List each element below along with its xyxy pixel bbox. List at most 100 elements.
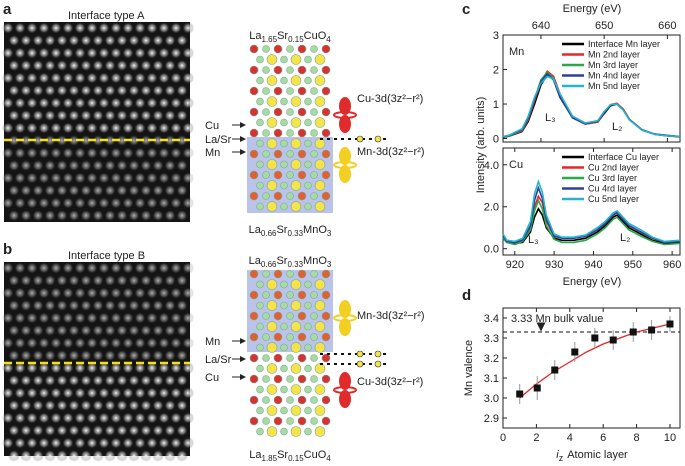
atom-column <box>116 84 128 97</box>
atom-column <box>110 172 122 184</box>
atom <box>310 354 318 362</box>
atom <box>314 279 326 290</box>
atom <box>262 108 270 116</box>
atom <box>286 129 294 137</box>
atom-column <box>26 97 38 109</box>
atom <box>310 129 318 137</box>
atom-column <box>8 424 20 437</box>
atom-column <box>146 122 158 134</box>
formula-part: MnO <box>303 255 327 267</box>
atom <box>314 75 326 86</box>
formula-part: La <box>249 30 262 42</box>
atom-column <box>32 209 44 222</box>
formula-part: 1.65 <box>262 35 278 44</box>
atom-column <box>92 299 104 312</box>
atom-column <box>170 387 182 399</box>
layer-label: Mn <box>205 147 220 159</box>
atom-column <box>176 109 188 122</box>
legend-label: Mn 5nd layer <box>588 81 640 91</box>
atom <box>290 300 302 311</box>
atom-column <box>110 47 122 59</box>
atom-column <box>128 399 140 412</box>
atom-column <box>176 159 188 172</box>
atom-column <box>170 72 182 84</box>
atom-column <box>140 184 152 197</box>
atom-column <box>92 349 104 362</box>
atom-column <box>86 437 98 449</box>
atom-column <box>32 299 44 312</box>
atom-column <box>68 84 80 97</box>
orbital-label: Cu-3d(3z²−r²) <box>357 376 423 388</box>
atom-column <box>68 324 80 337</box>
atom <box>304 202 312 211</box>
atom-column <box>44 349 56 362</box>
atom-column <box>152 399 164 412</box>
x-tick-label: 2 <box>533 432 539 444</box>
formula-part: CuO <box>304 30 327 42</box>
atom-column <box>116 324 128 337</box>
atom-column <box>134 97 146 109</box>
atom <box>290 117 302 128</box>
atom-column <box>38 362 50 374</box>
atom <box>290 201 302 212</box>
atom-column <box>116 184 128 197</box>
atom-column <box>62 172 74 184</box>
atom <box>310 108 318 116</box>
atom-column <box>62 437 74 449</box>
atom-column <box>44 109 56 122</box>
atom-column <box>182 97 194 109</box>
atom <box>262 129 270 137</box>
atom-column <box>80 34 92 47</box>
atom <box>321 269 331 279</box>
spectrum-line <box>502 185 681 244</box>
atom-column <box>170 262 182 274</box>
atom-column <box>2 97 14 109</box>
atom-column <box>14 47 26 59</box>
panel-sublabel: Cu <box>509 159 523 171</box>
atom <box>290 405 302 416</box>
title-box <box>62 8 190 22</box>
atom <box>256 139 264 148</box>
atom-column <box>80 184 92 197</box>
atom-column <box>56 274 68 287</box>
atom-column <box>20 424 32 437</box>
layer-label: Cu <box>205 372 219 384</box>
atom-column <box>68 274 80 287</box>
atom-column <box>44 299 56 312</box>
atom-column <box>86 387 98 399</box>
atom <box>310 270 318 278</box>
formula-part: La <box>249 449 262 461</box>
x-tick-label: 920 <box>506 259 524 271</box>
atom <box>266 159 278 170</box>
atom-column <box>8 34 20 47</box>
atom <box>286 291 294 299</box>
atom <box>286 354 294 362</box>
atom-column <box>86 47 98 59</box>
atom-column <box>50 337 62 349</box>
atom-column <box>62 197 74 209</box>
atom-column <box>134 172 146 184</box>
atom <box>262 291 270 299</box>
atom-column <box>104 274 116 287</box>
atom-column <box>32 84 44 97</box>
atom-column <box>14 312 26 324</box>
atom <box>310 291 318 299</box>
atom-column <box>128 184 140 197</box>
atom-column <box>74 22 86 34</box>
orbital-label: Mn-3d(3z²−r²) <box>357 146 425 158</box>
atom <box>290 96 302 107</box>
atom-column <box>38 47 50 59</box>
atom <box>286 45 294 53</box>
atom-column <box>164 34 176 47</box>
atom-column <box>146 262 158 274</box>
atom-column <box>92 209 104 222</box>
formula-part: 3 <box>327 229 332 238</box>
atom-column <box>170 287 182 299</box>
atom-column <box>182 387 194 399</box>
atom <box>356 135 364 143</box>
atom-column <box>146 197 158 209</box>
atom-column <box>14 72 26 84</box>
atom <box>304 364 312 373</box>
atom-column <box>68 349 80 362</box>
atom <box>297 128 307 138</box>
